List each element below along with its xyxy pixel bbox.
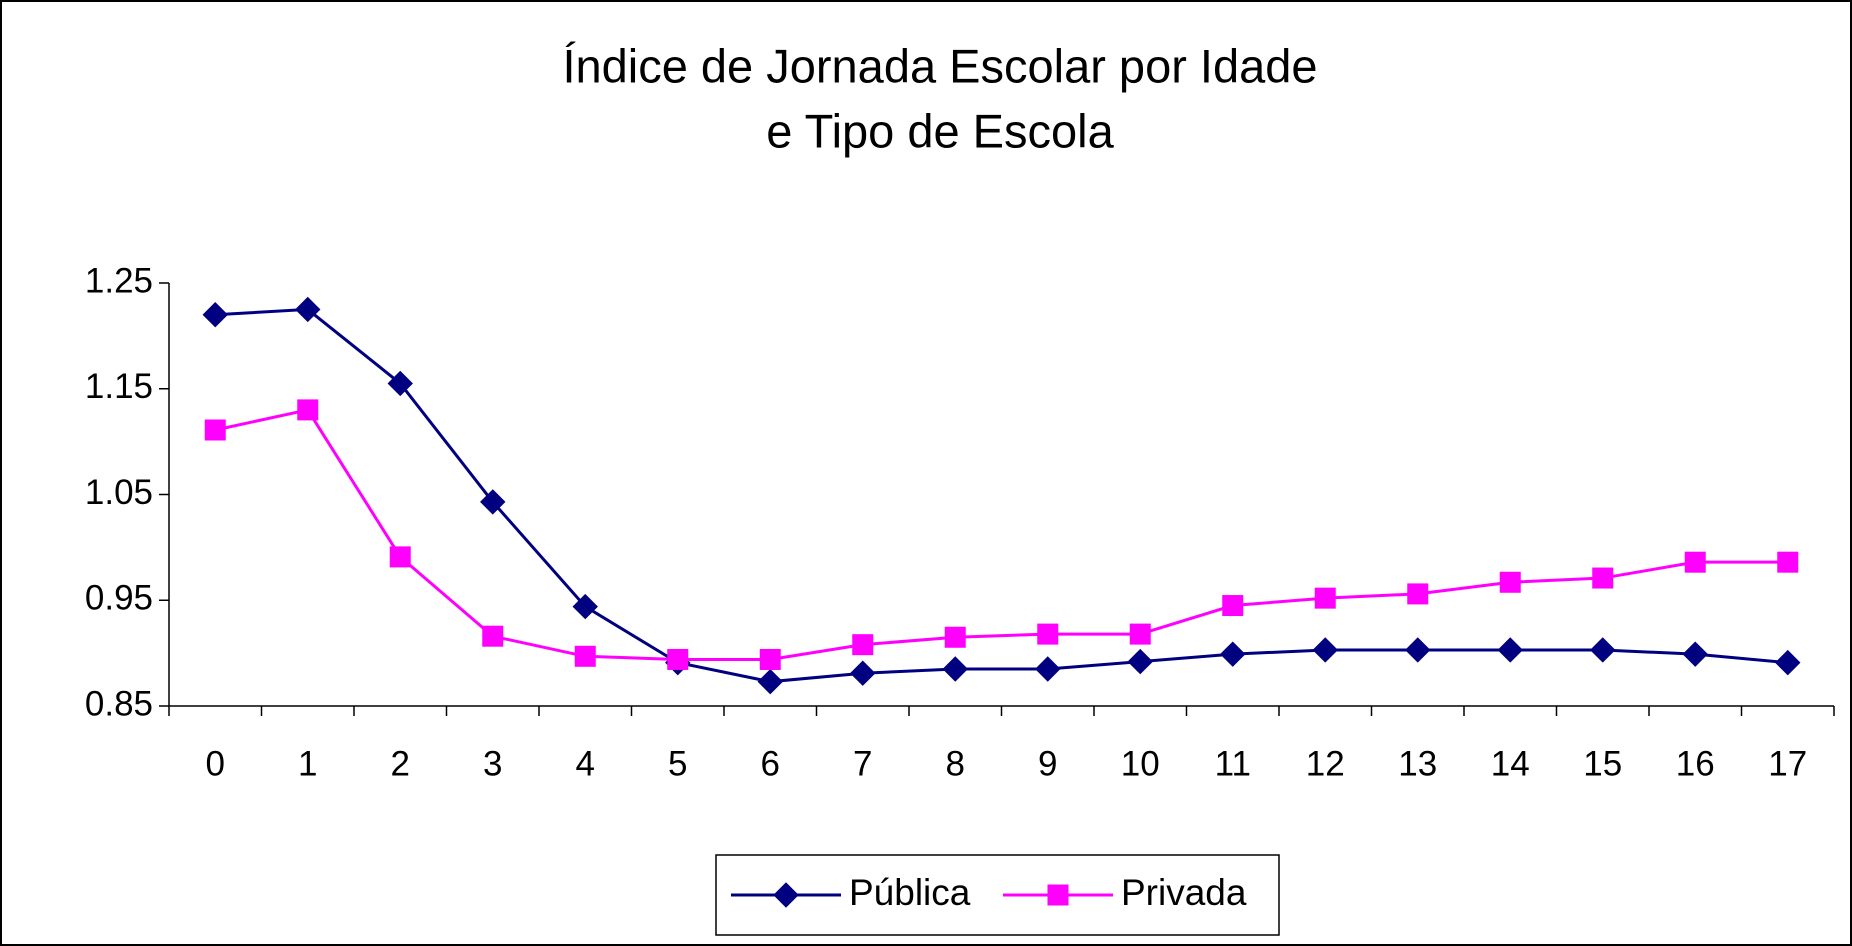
legend-label: Privada — [1121, 872, 1247, 913]
data-point — [295, 296, 321, 323]
x-tick-label: 12 — [1306, 744, 1345, 783]
data-point — [1129, 623, 1151, 645]
legend-marker — [773, 882, 799, 908]
x-tick-label: 1 — [298, 744, 317, 783]
data-point — [482, 625, 504, 647]
data-point — [757, 668, 783, 695]
x-tick-label: 11 — [1215, 744, 1251, 783]
x-tick-label: 3 — [483, 744, 502, 783]
data-point — [1405, 637, 1431, 663]
data-point — [1314, 587, 1336, 609]
data-point — [1035, 656, 1061, 682]
legend-label: Pública — [849, 872, 971, 913]
x-tick-label: 7 — [853, 744, 872, 783]
data-point — [1682, 641, 1708, 667]
chart-title: e Tipo de Escola — [766, 104, 1114, 157]
data-point — [387, 370, 413, 397]
data-point — [204, 419, 226, 441]
x-tick-label: 2 — [391, 744, 410, 783]
y-tick-label: 1.05 — [85, 473, 153, 512]
data-point — [1037, 623, 1059, 645]
data-point — [1590, 637, 1616, 663]
x-tick-label: 16 — [1676, 744, 1715, 783]
y-tick-label: 1.25 — [85, 261, 153, 300]
x-tick-label: 8 — [946, 744, 965, 783]
data-point — [1127, 648, 1153, 675]
data-point — [1222, 595, 1244, 617]
data-point — [202, 302, 228, 328]
data-point — [297, 399, 319, 421]
data-point — [1777, 551, 1799, 573]
legend-marker — [1047, 884, 1069, 906]
data-point — [759, 648, 781, 670]
x-tick-label: 13 — [1398, 744, 1437, 783]
x-tick-label: 10 — [1121, 744, 1160, 783]
x-tick-label: 0 — [206, 744, 225, 783]
data-point — [1407, 583, 1429, 605]
x-tick-label: 4 — [576, 744, 595, 783]
data-point — [1775, 649, 1801, 676]
series-line — [214, 408, 1788, 661]
x-tick-label: 15 — [1583, 744, 1622, 783]
data-point — [1497, 637, 1523, 663]
y-tick-label: 0.95 — [85, 579, 153, 618]
y-tick-label: 1.15 — [85, 367, 153, 406]
data-point — [667, 648, 689, 670]
data-point — [852, 634, 874, 656]
chart-title: Índice de Jornada Escolar por Idade — [562, 39, 1317, 92]
data-point — [1499, 571, 1521, 593]
x-tick-label: 9 — [1038, 744, 1057, 783]
data-point — [480, 489, 506, 515]
data-point — [942, 656, 968, 682]
y-tick-label: 0.85 — [85, 684, 153, 723]
data-point — [944, 626, 966, 648]
data-point — [1684, 551, 1706, 573]
x-tick-label: 17 — [1768, 744, 1807, 783]
data-point — [389, 546, 411, 568]
x-tick-label: 14 — [1491, 744, 1530, 783]
x-tick-label: 5 — [668, 744, 687, 783]
data-point — [574, 645, 596, 667]
data-point — [572, 593, 598, 620]
data-point — [1312, 637, 1338, 663]
data-point — [1592, 567, 1614, 589]
x-tick-label: 6 — [761, 744, 780, 783]
series-line — [215, 307, 1788, 684]
data-point — [850, 660, 876, 686]
data-point — [1220, 641, 1246, 667]
